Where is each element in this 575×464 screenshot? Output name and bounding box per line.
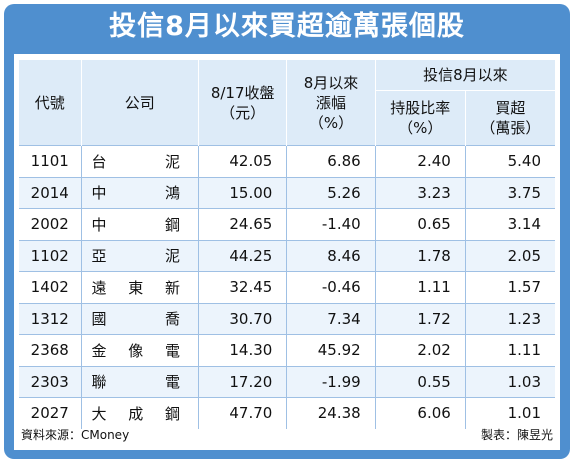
cell-company: 大成鋼 <box>80 397 199 429</box>
table-panel: 代號 公司 8/17收盤 （元） 8月以來 漲幅 （%） 投信8月以來 <box>14 54 560 450</box>
cell-code: 1102 <box>19 239 82 272</box>
cell-hold: 0.65 <box>374 208 466 240</box>
cell-company: 遠東新 <box>80 271 199 303</box>
header-close: 8/17收盤 （元） <box>198 60 288 146</box>
cell-code: 2027 <box>19 397 82 429</box>
cell-change: -1.99 <box>286 365 376 398</box>
cell-change: 8.46 <box>286 239 376 272</box>
table-row: 1402 遠東新 32.45 -0.46 1.11 1.57 <box>19 271 555 303</box>
header-hold-line1: 持股比率 <box>390 99 451 117</box>
cell-change: 5.26 <box>286 176 376 209</box>
header-change: 8月以來 漲幅 （%） <box>286 60 376 146</box>
table-row: 2368 金像電 14.30 45.92 2.02 1.11 <box>19 334 555 366</box>
page-title: 投信8月以來買超逾萬張個股 <box>109 11 465 42</box>
header-buy: 買超 （萬張） <box>465 90 555 146</box>
cell-buy: 1.01 <box>464 397 555 429</box>
header-buy-line2: （萬張） <box>480 119 541 137</box>
table-row: 2303 聯電 17.20 -1.99 0.55 1.03 <box>19 365 555 398</box>
cell-hold: 1.72 <box>374 302 466 335</box>
header-change-line1: 8月以來 <box>303 73 359 92</box>
header-buy-line1: 買超 <box>495 99 526 117</box>
footer: 資料來源：CMoney 製表：陳昱光 <box>19 424 555 446</box>
cell-company: 中鋼 <box>80 208 199 240</box>
cell-code: 1312 <box>19 302 82 335</box>
infographic-frame: 投信8月以來買超逾萬張個股 代號 公司 8/17收盤 （元） 8月以來 漲幅 （… <box>4 4 570 459</box>
cell-close: 24.65 <box>197 208 287 240</box>
cell-close: 42.05 <box>197 145 287 177</box>
cell-buy: 1.11 <box>464 334 555 366</box>
table-row: 1102 亞泥 44.25 8.46 1.78 2.05 <box>19 239 555 272</box>
table-body: 1101 台泥 42.05 6.86 2.40 5.40 2014 中鴻 15.… <box>19 145 555 429</box>
cell-change: -1.40 <box>286 208 376 240</box>
cell-buy: 1.57 <box>464 271 555 303</box>
cell-hold: 6.06 <box>374 397 466 429</box>
cell-buy: 1.03 <box>464 365 555 398</box>
credit-note: 製表：陳昱光 <box>480 428 553 442</box>
cell-close: 30.70 <box>197 302 287 335</box>
header-close-line1: 8/17收盤 <box>210 83 275 102</box>
cell-hold: 1.11 <box>374 271 466 303</box>
cell-close: 47.70 <box>197 397 287 429</box>
table-row: 2027 大成鋼 47.70 24.38 6.06 1.01 <box>19 397 555 429</box>
header-group: 投信8月以來 <box>375 60 555 91</box>
table-row: 2014 中鴻 15.00 5.26 3.23 3.75 <box>19 176 555 209</box>
cell-buy: 3.75 <box>464 176 555 209</box>
header-hold: 持股比率 （%） <box>375 90 466 146</box>
cell-hold: 0.55 <box>374 365 466 398</box>
cell-change: -0.46 <box>286 271 376 303</box>
cell-close: 15.00 <box>197 176 287 209</box>
cell-code: 2014 <box>19 176 82 209</box>
cell-close: 17.20 <box>197 365 287 398</box>
cell-hold: 1.78 <box>374 239 466 272</box>
cell-change: 24.38 <box>286 397 376 429</box>
table-row: 1101 台泥 42.05 6.86 2.40 5.40 <box>19 145 555 177</box>
cell-buy: 5.40 <box>464 145 555 177</box>
source-note: 資料來源：CMoney <box>21 428 130 442</box>
cell-buy: 1.23 <box>464 302 555 335</box>
table-row: 1312 國喬 30.70 7.34 1.72 1.23 <box>19 302 555 335</box>
cell-code: 2002 <box>19 208 82 240</box>
stock-table: 代號 公司 8/17收盤 （元） 8月以來 漲幅 （%） 投信8月以來 <box>19 60 555 429</box>
cell-company: 國喬 <box>80 302 199 335</box>
header-change-line2: 漲幅 <box>316 93 347 112</box>
header-close-line2: （元） <box>220 103 266 122</box>
cell-close: 14.30 <box>197 334 287 366</box>
cell-code: 1101 <box>19 145 82 177</box>
header-change-line3: （%） <box>308 113 354 132</box>
cell-change: 45.92 <box>286 334 376 366</box>
cell-company: 聯電 <box>80 365 199 398</box>
header-code: 代號 <box>19 60 82 146</box>
cell-close: 44.25 <box>197 239 287 272</box>
cell-company: 台泥 <box>80 145 199 177</box>
cell-company: 亞泥 <box>80 239 199 272</box>
cell-company: 金像電 <box>80 334 199 366</box>
cell-close: 32.45 <box>197 271 287 303</box>
cell-buy: 2.05 <box>464 239 555 272</box>
cell-code: 2368 <box>19 334 82 366</box>
header-company: 公司 <box>81 60 199 146</box>
cell-hold: 2.02 <box>374 334 466 366</box>
cell-buy: 3.14 <box>464 208 555 240</box>
cell-code: 2303 <box>19 365 82 398</box>
cell-company: 中鴻 <box>80 176 199 209</box>
cell-hold: 3.23 <box>374 176 466 209</box>
cell-hold: 2.40 <box>374 145 466 177</box>
table-row: 2002 中鋼 24.65 -1.40 0.65 3.14 <box>19 208 555 240</box>
header-hold-line2: （%） <box>398 119 443 137</box>
cell-change: 7.34 <box>286 302 376 335</box>
cell-code: 1402 <box>19 271 82 303</box>
cell-change: 6.86 <box>286 145 376 177</box>
